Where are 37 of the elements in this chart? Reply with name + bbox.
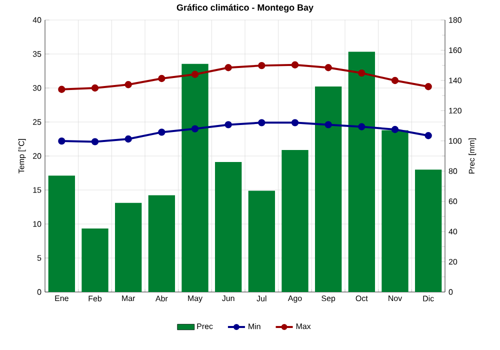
chart-title: Gráfico climático - Montego Bay bbox=[176, 4, 314, 13]
point bbox=[424, 83, 432, 90]
point bbox=[91, 138, 99, 146]
point bbox=[91, 84, 99, 92]
bar bbox=[348, 52, 376, 292]
point bbox=[191, 70, 199, 78]
point bbox=[124, 135, 132, 143]
point bbox=[391, 126, 399, 134]
point bbox=[324, 121, 332, 128]
bar bbox=[248, 190, 276, 292]
point bbox=[424, 132, 432, 140]
point bbox=[158, 128, 166, 136]
bar bbox=[82, 228, 108, 292]
bar bbox=[115, 202, 142, 292]
point bbox=[191, 125, 199, 132]
bar bbox=[182, 64, 208, 292]
bar bbox=[282, 150, 308, 292]
bar bbox=[382, 130, 408, 292]
point bbox=[224, 121, 232, 128]
point bbox=[324, 64, 332, 72]
point bbox=[258, 119, 266, 126]
point bbox=[391, 76, 399, 84]
point bbox=[358, 69, 366, 77]
point bbox=[291, 119, 299, 126]
point bbox=[158, 74, 166, 82]
point bbox=[124, 81, 132, 88]
point bbox=[358, 123, 366, 130]
point bbox=[58, 86, 66, 93]
point bbox=[58, 137, 66, 145]
point bbox=[291, 61, 299, 68]
bar bbox=[215, 162, 242, 292]
bar bbox=[148, 195, 176, 292]
point bbox=[258, 62, 266, 70]
bar bbox=[315, 86, 342, 292]
bar bbox=[415, 170, 442, 292]
bar bbox=[48, 176, 75, 292]
point bbox=[224, 64, 232, 72]
